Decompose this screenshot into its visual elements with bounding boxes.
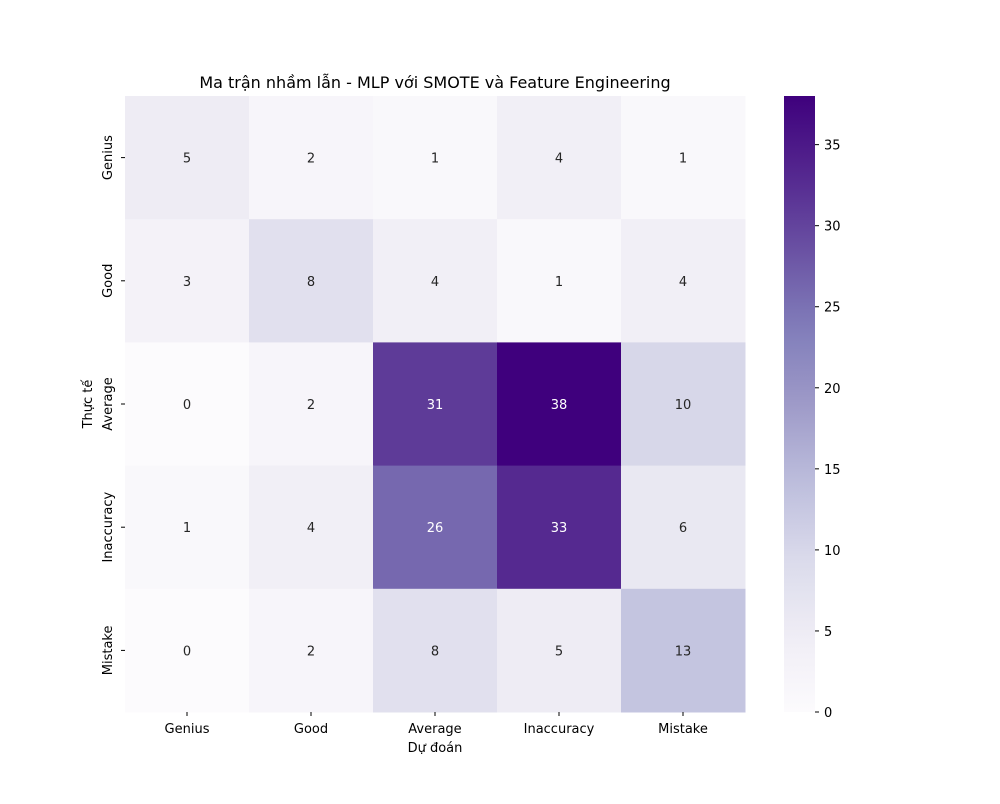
heatmap-cell	[621, 588, 746, 713]
colorbar-tick-label: 25	[824, 301, 841, 316]
heatmap-cell	[497, 96, 622, 220]
y-tick-label: Inaccuracy	[101, 492, 116, 563]
cell-value-label: 2	[307, 152, 315, 167]
cell-value-label: 4	[307, 521, 315, 536]
x-axis-label: Dự đoán	[408, 741, 463, 756]
cell-value-label: 2	[307, 644, 315, 659]
colorbar: 0 5 10 15 20 25 30 35	[784, 96, 841, 721]
cell-value-label: 31	[427, 398, 444, 413]
heatmap-cell	[249, 465, 374, 590]
heatmap-cell	[621, 465, 746, 590]
cell-value-label: 1	[183, 521, 191, 536]
cell-value-label: 10	[675, 398, 692, 413]
colorbar-tick-label: 15	[824, 463, 841, 478]
cell-value-label: 13	[675, 644, 692, 659]
cell-value-label: 4	[679, 275, 687, 290]
x-tick-label: Genius	[165, 722, 210, 737]
y-axis-ticks: Genius Good Average Inaccuracy Mistake	[101, 135, 125, 675]
colorbar-gradient	[784, 96, 815, 712]
x-tick-label: Inaccuracy	[524, 722, 595, 737]
colorbar-tick-label: 35	[824, 139, 841, 154]
x-axis-ticks: Genius Good Average Inaccuracy Mistake	[165, 712, 708, 737]
heatmap-cell	[125, 465, 250, 590]
heatmap-cell	[497, 588, 622, 713]
heatmap-cell	[373, 588, 498, 713]
cell-value-label: 1	[555, 275, 563, 290]
cell-value-label: 6	[679, 521, 687, 536]
heatmap-cell	[125, 96, 250, 220]
heatmap-cell	[373, 465, 498, 590]
x-tick-label: Average	[408, 722, 461, 737]
chart-title: Ma trận nhầm lẫn - MLP với SMOTE và Feat…	[199, 73, 670, 92]
y-tick-label: Mistake	[101, 626, 116, 676]
heatmap-cell	[373, 219, 498, 343]
cell-value-label: 2	[307, 398, 315, 413]
heatmap-cell	[621, 96, 746, 220]
heatmap-cell	[125, 588, 250, 713]
heatmap-cell	[621, 219, 746, 343]
y-tick-label: Good	[101, 264, 116, 298]
heatmap-cell	[497, 219, 622, 343]
cell-value-label: 33	[551, 521, 568, 536]
colorbar-tick-label: 30	[824, 220, 841, 235]
cell-value-label: 1	[431, 152, 439, 167]
cell-value-label: 4	[431, 275, 439, 290]
heatmap-cell	[125, 342, 250, 467]
y-axis-label: Thực tế	[81, 380, 96, 430]
heatmap-cell	[249, 342, 374, 467]
colorbar-tick-label: 0	[824, 706, 832, 721]
cell-value-label: 5	[555, 644, 563, 659]
cell-value-label: 4	[555, 152, 563, 167]
heatmap-cells: 5 2 1 4 13 8 4 1 40 2 31 38 101 4 26 33 60 2 8 5 13	[125, 96, 746, 713]
cell-value-label: 8	[307, 275, 315, 290]
y-tick-label: Genius	[101, 135, 116, 180]
colorbar-tick-label: 20	[824, 382, 841, 397]
heatmap-cell	[249, 219, 374, 343]
heatmap-cell	[249, 588, 374, 713]
cell-value-label: 3	[183, 275, 191, 290]
heatmap-cell	[373, 342, 498, 467]
cell-value-label: 8	[431, 644, 439, 659]
heatmap-cell	[249, 96, 374, 220]
x-tick-label: Mistake	[658, 722, 708, 737]
cell-value-label: 0	[183, 398, 191, 413]
heatmap-cell	[373, 96, 498, 220]
cell-value-label: 26	[427, 521, 444, 536]
heatmap-cell	[497, 465, 622, 590]
heatmap-cell	[497, 342, 622, 467]
x-tick-label: Good	[294, 722, 328, 737]
cell-value-label: 0	[183, 644, 191, 659]
cell-value-label: 38	[551, 398, 568, 413]
colorbar-tick-label: 5	[824, 625, 832, 640]
heatmap-cell	[621, 342, 746, 467]
heatmap-cell	[125, 219, 250, 343]
y-tick-label: Average	[101, 377, 116, 430]
colorbar-tick-label: 10	[824, 544, 841, 559]
cell-value-label: 1	[679, 152, 687, 167]
cell-value-label: 5	[183, 152, 191, 167]
